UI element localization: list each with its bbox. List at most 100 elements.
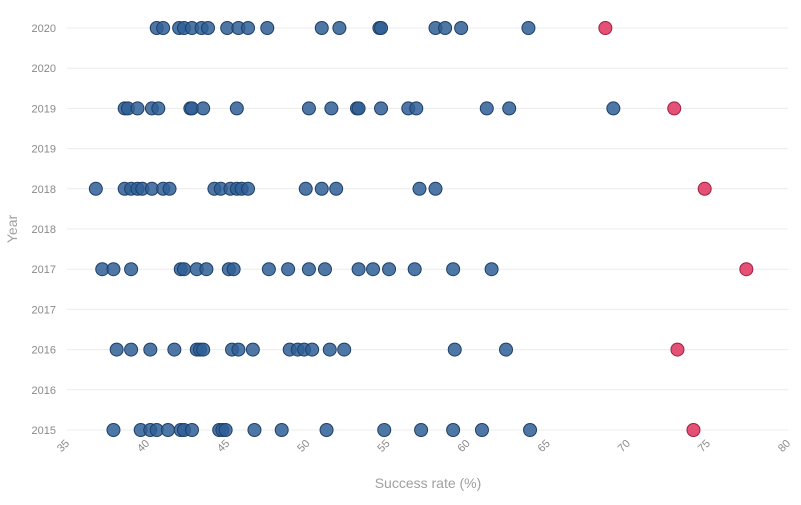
gridlines <box>67 27 788 431</box>
data-point[interactable] <box>412 181 427 196</box>
y-tick-label: 2018 <box>32 224 56 236</box>
data-point[interactable] <box>324 101 339 116</box>
data-point[interactable] <box>351 262 366 277</box>
data-point[interactable] <box>374 101 389 116</box>
data-point[interactable] <box>382 262 397 277</box>
data-point[interactable] <box>332 21 347 35</box>
x-tick-label: 75 <box>696 438 713 455</box>
data-point[interactable] <box>130 101 145 116</box>
data-point[interactable] <box>274 423 289 437</box>
data-point[interactable] <box>374 21 389 35</box>
data-point[interactable] <box>499 342 514 357</box>
y-tick-label: 2019 <box>32 144 56 156</box>
data-point[interactable] <box>298 181 313 196</box>
data-point[interactable] <box>260 21 275 35</box>
highlight-point[interactable] <box>697 181 712 196</box>
y-tick-label: 2017 <box>32 264 56 276</box>
y-tick-label: 2018 <box>32 184 56 196</box>
highlight-point[interactable] <box>739 262 754 277</box>
data-point[interactable] <box>231 342 246 357</box>
data-point[interactable] <box>245 342 260 357</box>
data-point[interactable] <box>366 262 381 277</box>
data-point[interactable] <box>502 101 517 116</box>
data-point[interactable] <box>247 423 262 437</box>
highlight-point[interactable] <box>667 101 682 116</box>
y-tick-label: 2020 <box>32 63 56 75</box>
data-point[interactable] <box>317 262 332 277</box>
data-point[interactable] <box>184 423 199 437</box>
data-point[interactable] <box>109 342 124 357</box>
data-point[interactable] <box>523 423 538 437</box>
data-point[interactable] <box>438 21 453 35</box>
data-point[interactable] <box>351 101 366 116</box>
data-point[interactable] <box>196 101 211 116</box>
data-point[interactable] <box>196 342 211 357</box>
data-point[interactable] <box>329 181 344 196</box>
data-point[interactable] <box>176 262 191 277</box>
x-tick-label: 35 <box>55 438 72 455</box>
x-tick-label: 45 <box>215 438 232 455</box>
x-tick-label: 55 <box>375 438 392 455</box>
data-point[interactable] <box>521 21 536 35</box>
data-point[interactable] <box>241 21 256 35</box>
data-point[interactable] <box>446 423 461 437</box>
data-point[interactable] <box>88 181 103 196</box>
data-point[interactable] <box>314 181 329 196</box>
data-point[interactable] <box>156 21 171 35</box>
data-point[interactable] <box>305 342 320 357</box>
data-point[interactable] <box>479 101 494 116</box>
data-point[interactable] <box>409 101 424 116</box>
data-point[interactable] <box>124 342 139 357</box>
data-point[interactable] <box>301 101 316 116</box>
data-point[interactable] <box>226 262 241 277</box>
x-tick-label: 65 <box>536 438 553 455</box>
data-point[interactable] <box>151 101 166 116</box>
x-tick-label: 50 <box>295 438 312 455</box>
x-tick-label: 40 <box>135 438 152 455</box>
data-point[interactable] <box>143 342 158 357</box>
data-point[interactable] <box>484 262 499 277</box>
data-point[interactable] <box>407 262 422 277</box>
data-point[interactable] <box>414 423 429 437</box>
data-point[interactable] <box>474 423 489 437</box>
x-axis-ticks: 35 40 45 50 55 60 65 70 75 80 <box>55 438 793 455</box>
x-tick-label: 60 <box>456 438 473 455</box>
y-tick-label: 2016 <box>32 385 56 397</box>
y-tick-label: 2015 <box>32 425 56 437</box>
data-point[interactable] <box>229 101 244 116</box>
data-point[interactable] <box>447 342 462 357</box>
data-point[interactable] <box>281 262 296 277</box>
y-tick-label: 2020 <box>32 23 56 35</box>
data-point[interactable] <box>167 342 182 357</box>
data-point[interactable] <box>322 342 337 357</box>
x-tick-label: 80 <box>776 438 793 455</box>
highlight-point[interactable] <box>686 423 701 437</box>
data-point[interactable] <box>454 21 469 35</box>
x-axis-title: Success rate (%) <box>375 475 482 491</box>
data-point[interactable] <box>241 181 256 196</box>
data-point[interactable] <box>314 21 329 35</box>
data-point[interactable] <box>319 423 334 437</box>
data-point[interactable] <box>337 342 352 357</box>
data-points <box>88 21 754 437</box>
data-point[interactable] <box>200 21 215 35</box>
data-point[interactable] <box>428 181 443 196</box>
data-point[interactable] <box>106 262 121 277</box>
data-point[interactable] <box>261 262 276 277</box>
data-point[interactable] <box>377 423 392 437</box>
data-point[interactable] <box>446 262 461 277</box>
data-point[interactable] <box>124 262 139 277</box>
y-tick-label: 2017 <box>32 304 56 316</box>
data-point[interactable] <box>301 262 316 277</box>
y-axis-title: Year <box>4 215 20 244</box>
data-point[interactable] <box>199 262 214 277</box>
data-point[interactable] <box>218 423 233 437</box>
data-point[interactable] <box>160 423 175 437</box>
highlight-point[interactable] <box>598 21 613 35</box>
data-point[interactable] <box>162 181 177 196</box>
y-tick-label: 2016 <box>32 345 56 357</box>
data-point[interactable] <box>606 101 621 116</box>
data-point[interactable] <box>106 423 121 437</box>
highlight-point[interactable] <box>670 342 685 357</box>
y-tick-label: 2019 <box>32 103 56 115</box>
